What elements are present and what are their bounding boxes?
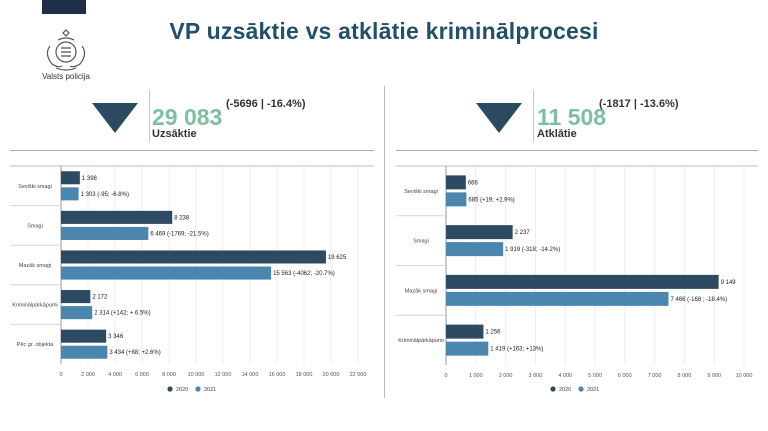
kpi-label: Uzsāktie — [152, 128, 197, 140]
data-label-2020: 19 625 — [328, 255, 347, 261]
category-label: Mazāk smagi — [19, 263, 51, 269]
top-accent-bar — [42, 0, 86, 14]
bar-2021 — [61, 306, 93, 320]
x-tick-label: 0 — [59, 372, 62, 378]
page-title: VP uzsāktie vs atklātie kriminālprocesi — [169, 18, 599, 44]
legend-label-2020: 2020 — [176, 387, 188, 393]
x-tick-label: 7 000 — [648, 373, 662, 379]
coat-of-arms-logo-icon — [46, 29, 86, 71]
x-tick-label: 3 000 — [529, 373, 543, 379]
bar-2021 — [61, 187, 79, 201]
bar-2020 — [61, 329, 107, 343]
category-label: Kriminālpārkāpumi — [12, 303, 58, 309]
kpi-label: Atklātie — [537, 128, 577, 140]
data-label-2020: 2 172 — [92, 295, 108, 301]
x-tick-label: 4 000 — [558, 373, 572, 379]
legend-label-2021: 2021 — [204, 387, 216, 393]
logo-text: Valsts policija — [42, 72, 90, 81]
category-label: Mazāk smagi — [405, 288, 437, 294]
kpi-value: 11 508 — [537, 104, 607, 130]
kpi-change: (-5696 | -16.4%) — [226, 98, 306, 110]
x-tick-label: 8 000 — [678, 373, 692, 379]
x-tick-label: 4 000 — [108, 372, 122, 378]
down-triangle-icon — [92, 103, 138, 133]
legend-marker-2020 — [550, 386, 556, 392]
bar-2020 — [446, 274, 719, 289]
bar-2020 — [61, 171, 80, 185]
x-tick-label: 6 000 — [618, 373, 632, 379]
data-label-2021: 6 469 (-1769; -21.5%) — [150, 231, 208, 237]
category-label: Kriminālpārkāpumi — [398, 338, 444, 344]
legend-marker-2021 — [195, 386, 201, 392]
data-label-2020: 1 256 — [485, 330, 501, 336]
bar-2021 — [446, 242, 504, 257]
data-label-2021: 685 (+19; +2.9%) — [468, 197, 514, 203]
x-tick-label: 8 000 — [162, 372, 176, 378]
down-triangle-icon — [476, 103, 522, 133]
category-label: Smagi — [27, 223, 43, 229]
x-tick-label: 22 000 — [350, 372, 367, 378]
legend-marker-2021 — [578, 386, 584, 392]
data-label-2020: 1 398 — [82, 176, 98, 182]
x-tick-label: 2 000 — [499, 373, 513, 379]
legend-marker-2020 — [167, 386, 173, 392]
bar-2020 — [446, 175, 466, 190]
category-label: Seviški smagi — [404, 189, 438, 195]
data-label-2020: 8 238 — [174, 215, 190, 221]
data-label-2021: 1 303 (-95; -6.8%) — [81, 192, 129, 198]
data-label-2021: 2 314 (+142; + 6.5%) — [94, 311, 150, 317]
bar-2021 — [61, 226, 149, 240]
data-label-2020: 666 — [468, 180, 479, 186]
bar-2021 — [446, 341, 489, 356]
kpi-value: 29 083 — [152, 104, 223, 130]
kpi-underline — [10, 150, 374, 151]
bar-2021 — [446, 291, 669, 306]
data-label-2021: 1 419 (+163; +13%) — [490, 347, 543, 353]
category-label: Seviški smagi — [18, 184, 52, 190]
bar-2021 — [61, 345, 108, 359]
x-tick-label: 12 000 — [215, 372, 232, 378]
legend-label-2020: 2020 — [559, 387, 571, 393]
x-tick-label: 10 000 — [188, 372, 205, 378]
x-tick-label: 6 000 — [135, 372, 149, 378]
bar-2021 — [446, 192, 467, 207]
x-tick-label: 5 000 — [588, 373, 602, 379]
x-tick-label: 18 000 — [296, 372, 313, 378]
data-label-2021: 3 434 (+88; +2.6%) — [109, 350, 160, 356]
data-label-2021: 7 466 (-168 ; -18.4%) — [670, 297, 727, 303]
x-tick-label: 20 000 — [323, 372, 340, 378]
data-label-2021: 15 563 (-4062; -20.7%) — [273, 271, 335, 277]
data-label-2020: 9 149 — [721, 280, 737, 286]
x-tick-label: 0 — [444, 373, 447, 379]
category-label: Pēc gr. objekta — [17, 342, 54, 348]
bar-2020 — [446, 324, 484, 339]
legend-label-2021: 2021 — [587, 387, 599, 393]
data-label-2020: 2 237 — [515, 230, 531, 236]
x-tick-label: 2 000 — [81, 372, 95, 378]
x-tick-label: 9 000 — [707, 373, 721, 379]
bar-2021 — [61, 266, 272, 280]
bar-2020 — [446, 225, 513, 240]
kpi-separator — [149, 90, 150, 142]
x-tick-label: 1 000 — [469, 373, 483, 379]
kpi-separator — [533, 90, 534, 142]
x-tick-label: 10 000 — [736, 373, 753, 379]
bar-2020 — [61, 250, 326, 264]
kpi-change: (-1817 | -13.6%) — [599, 98, 679, 110]
data-label-2021: 1 919 (-318; -14.2%) — [505, 247, 560, 253]
bar-2020 — [61, 290, 91, 304]
data-label-2020: 3 346 — [108, 334, 124, 340]
x-tick-label: 16 000 — [269, 372, 286, 378]
panel-divider — [384, 86, 385, 398]
kpi-underline — [396, 150, 758, 151]
bar-2020 — [61, 210, 173, 224]
x-tick-label: 14 000 — [242, 372, 259, 378]
category-label: Smagi — [413, 239, 429, 245]
